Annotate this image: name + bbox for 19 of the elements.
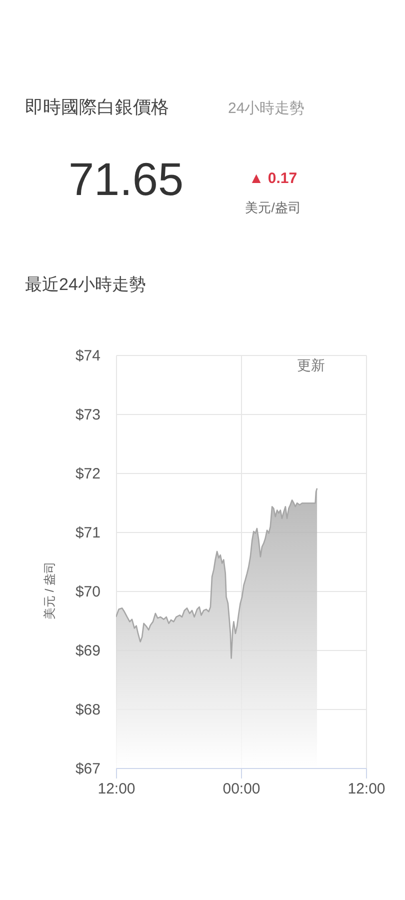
chart-title: 最近24小時走勢 <box>25 275 146 294</box>
x-tick-label: 00:00 <box>222 780 260 798</box>
y-tick-label: $72 <box>75 466 100 482</box>
y-tick-label: $74 <box>75 348 100 364</box>
x-tick-label: 12:00 <box>98 780 136 798</box>
text: 美元/盎司 <box>245 200 301 215</box>
text: ▲ 0.17 <box>248 170 298 187</box>
y-tick-label: $68 <box>75 702 100 718</box>
y-tick-label: $69 <box>75 642 100 660</box>
text: 24小時走勢 <box>228 100 305 117</box>
y-tick-label: $67 <box>75 760 100 778</box>
y-tick-label: $70 <box>75 584 100 600</box>
y-tick-label: $73 <box>75 406 100 424</box>
text: 71.65 <box>68 153 184 205</box>
annotation: 更新 <box>297 357 325 373</box>
x-tick-label: 12:00 <box>348 780 386 798</box>
text: 即時國際白銀價格 <box>25 97 169 117</box>
y-axis-title: 美元 / 盎司 <box>42 561 56 620</box>
y-tick-label: $71 <box>75 524 100 542</box>
